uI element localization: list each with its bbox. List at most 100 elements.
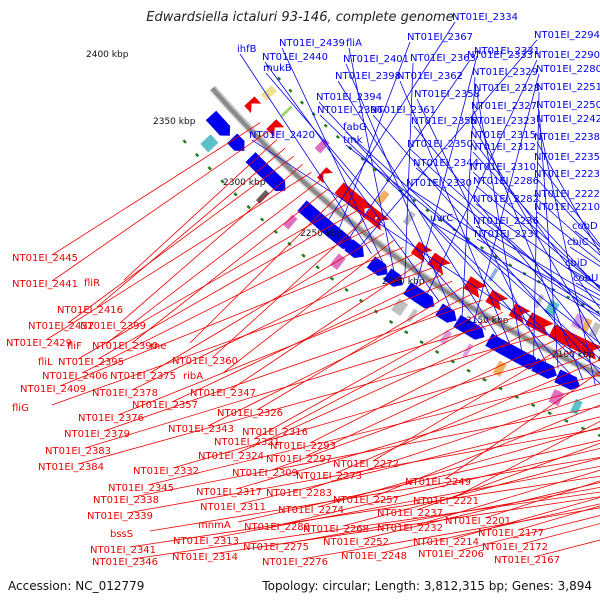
reverse-gene-label: NT01EI_2383 xyxy=(45,446,111,457)
reverse-leader-line xyxy=(131,253,414,391)
forward-gene-label: NT01EI_2323 xyxy=(470,116,536,127)
forward-function-block xyxy=(548,388,565,407)
forward-gene-label: NT01EI_2210 xyxy=(534,202,600,213)
reverse-gene-label: NT01EI_2272 xyxy=(333,459,399,470)
reverse-leader-line xyxy=(96,147,286,308)
forward-gene-label: NT01EI_2330 xyxy=(406,178,472,189)
accession-text: Accession: NC_012779 xyxy=(8,579,145,593)
track-marker xyxy=(404,330,409,335)
forward-leader-line xyxy=(319,114,600,385)
track-marker xyxy=(493,254,499,259)
forward-gene-label: NT01EI_2235 xyxy=(534,152,600,163)
forward-gene-label: cbiD xyxy=(565,258,588,269)
forward-gene-label: NT01EI_2350 xyxy=(407,139,473,150)
forward-gene-arrow xyxy=(326,225,353,249)
reverse-leader-line xyxy=(444,371,600,480)
reverse-leader-line xyxy=(149,232,385,374)
reverse-leader-line xyxy=(342,457,600,527)
forward-gene-arrow xyxy=(435,303,457,323)
reverse-gene-label: NT01EI_2416 xyxy=(57,305,123,316)
forward-function-block xyxy=(330,253,346,270)
reverse-leader-line xyxy=(172,350,577,469)
reverse-leader-line xyxy=(521,523,600,545)
reverse-leader-line xyxy=(117,280,453,416)
reverse-gene-label: NT01EI_2313 xyxy=(173,536,239,547)
forward-function-block xyxy=(283,214,298,230)
reverse-gene-label: NT01EI_2357 xyxy=(132,400,198,411)
forward-leader-line xyxy=(536,178,600,248)
forward-leader-line xyxy=(345,144,600,344)
forward-gene-label: NT01EI_2362 xyxy=(397,71,463,82)
reverse-gene-label: NT01EI_2378 xyxy=(92,388,158,399)
reverse-gene-labels: NT01EI_2445 NT01EI_2441 fliR NT01EI_2416 NT0… xyxy=(6,122,600,568)
reverse-gene-arrow xyxy=(485,289,509,311)
forward-leader-line xyxy=(461,76,476,316)
track-marker xyxy=(522,271,527,276)
track-marker xyxy=(466,236,471,241)
forward-function-block xyxy=(255,189,270,204)
reverse-leader-line xyxy=(45,172,312,341)
track-marker xyxy=(479,245,485,250)
reverse-gene-label: NT01EI_2273 xyxy=(296,471,362,482)
reverse-leader-line xyxy=(97,210,357,360)
forward-gene-label: ihfB xyxy=(237,44,257,55)
forward-gene-label: NT01EI_2358 xyxy=(414,89,480,100)
track-marker xyxy=(329,276,335,281)
forward-gene-label: NT01EI_2251 xyxy=(536,82,600,93)
forward-gene-label: NT01EI_2331 xyxy=(474,46,540,57)
reverse-gene-label: NT01EI_2409 xyxy=(20,384,86,395)
reverse-leader-line xyxy=(51,122,261,256)
reverse-leader-line xyxy=(84,317,514,449)
forward-leader-line xyxy=(360,39,538,246)
reverse-gene-label: NT01EI_2317 xyxy=(196,487,262,498)
forward-leader-line xyxy=(536,161,600,246)
track-marker xyxy=(434,349,440,354)
forward-leader-line xyxy=(472,125,600,346)
reverse-leader-line xyxy=(380,503,600,554)
forward-gene-label: NT01EI_2333 xyxy=(467,50,533,61)
forward-gene-label: fliA xyxy=(346,38,362,49)
forward-gene-label: NT01EI_2231 xyxy=(474,229,540,240)
reverse-leader-line xyxy=(301,507,600,560)
reverse-gene-arrow xyxy=(363,205,385,227)
track-marker xyxy=(425,208,430,213)
reverse-gene-label: NT01EI_2379 xyxy=(64,429,130,440)
forward-leader-line xyxy=(473,110,584,381)
reverse-leader-line xyxy=(484,480,600,519)
reverse-leader-line xyxy=(211,218,366,359)
reverse-function-block xyxy=(544,299,560,317)
forward-leader-line xyxy=(415,55,478,286)
reverse-gene-label: NT01EI_2221 xyxy=(413,496,479,507)
forward-gene-arrow xyxy=(344,239,364,258)
reverse-leader-line xyxy=(149,456,600,532)
forward-gene-label: NT01EI_2394 xyxy=(316,92,382,103)
reverse-gene-label: NT01EI_2316 xyxy=(242,427,308,438)
forward-gene-label: uvrC xyxy=(430,213,453,224)
forward-gene-label: NT01EI_2238 xyxy=(534,132,600,143)
reverse-leader-line xyxy=(81,225,376,374)
forward-gene-label: cobU xyxy=(573,273,598,284)
forward-gene-label: cobD xyxy=(572,221,598,232)
reverse-leader-line xyxy=(281,311,504,430)
forward-gene-arrow xyxy=(366,256,388,276)
reverse-gene-label: NT01EI_2248 xyxy=(341,551,407,562)
reverse-leader-line xyxy=(335,360,599,474)
reverse-leader-line xyxy=(416,469,600,526)
reverse-leader-line xyxy=(51,267,433,406)
forward-gene-label: NT01EI_2398 xyxy=(335,71,401,82)
forward-gene-label: NT01EI_2355 xyxy=(411,116,477,127)
forward-function-block xyxy=(439,329,453,345)
track-marker xyxy=(580,426,586,431)
reverse-leader-line xyxy=(77,203,348,360)
forward-leader-line xyxy=(416,98,547,363)
reverse-gene-label: NT01EI_2275 xyxy=(243,542,309,553)
forward-gene-arrow xyxy=(383,268,403,287)
forward-leader-line xyxy=(432,222,600,317)
reverse-gene-label: NT01EI_2214 xyxy=(413,537,479,548)
genome-summary-text: Topology: circular; Length: 3,812,315 bp… xyxy=(262,579,592,593)
reverse-leader-line xyxy=(452,420,600,499)
reverse-gene-label: NT01EI_2177 xyxy=(478,528,544,539)
reverse-gene-label: NT01EI_2252 xyxy=(323,537,389,548)
reverse-gene-label: NT01EI_2297 xyxy=(266,454,332,465)
forward-leader-line xyxy=(239,53,372,254)
